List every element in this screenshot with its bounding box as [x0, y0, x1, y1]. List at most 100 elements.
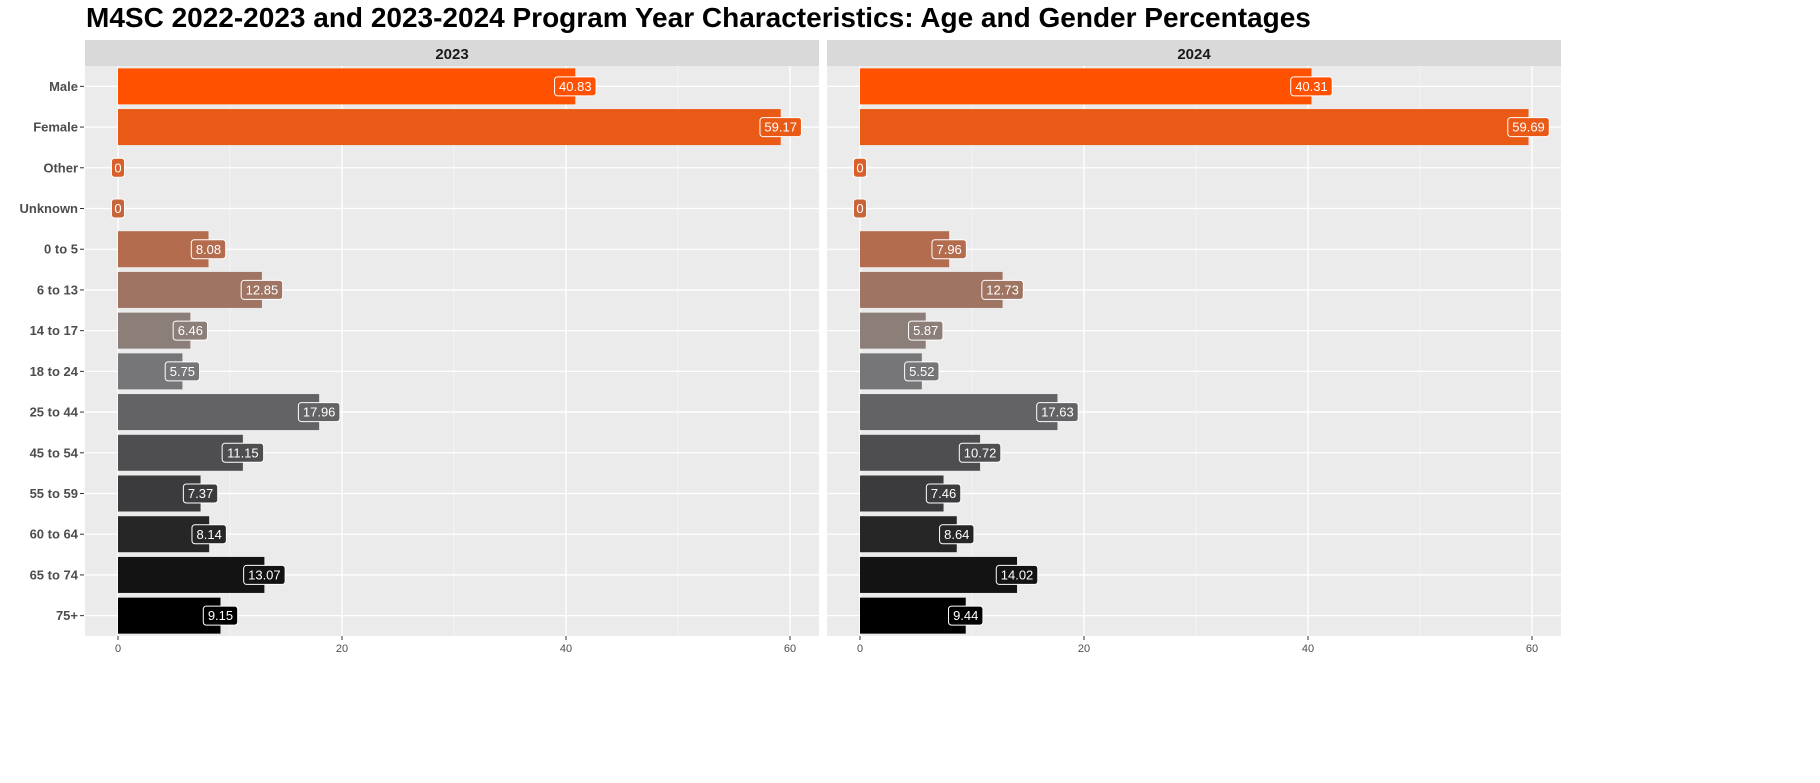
- bar: [118, 556, 265, 593]
- data-label-box: [995, 564, 1039, 585]
- y-tick-label: 75+: [56, 608, 78, 623]
- bar: [860, 394, 1058, 431]
- data-label: 5.75: [164, 361, 201, 382]
- bar: [860, 556, 1018, 593]
- data-label-text: 13.07: [248, 568, 281, 583]
- y-tick-label: 60 to 64: [30, 527, 79, 542]
- data-label-text: 5.75: [170, 364, 195, 379]
- data-label-box: [172, 320, 209, 341]
- data-label-box: [852, 198, 868, 219]
- data-label-box: [1507, 117, 1550, 138]
- bar: [860, 271, 1003, 308]
- y-tick-label: 45 to 54: [30, 445, 79, 460]
- chart-title: M4SC 2022-2023 and 2023-2024 Program Yea…: [86, 2, 1311, 33]
- data-label: 17.63: [1036, 402, 1079, 423]
- data-label-box: [925, 483, 962, 504]
- data-label: 40.83: [554, 76, 597, 97]
- data-label: 9.44: [948, 605, 984, 626]
- data-label: 10.72: [958, 442, 1002, 463]
- data-label-text: 0: [856, 160, 863, 175]
- data-label: 0: [110, 198, 126, 219]
- data-label-box: [852, 157, 868, 178]
- data-label-box: [958, 442, 1002, 463]
- data-label-box: [939, 524, 975, 545]
- data-label-text: 6.46: [178, 323, 203, 338]
- data-label-box: [243, 564, 286, 585]
- x-tick-label: 0: [115, 643, 121, 655]
- data-label-text: 8.64: [944, 527, 969, 542]
- bar: [118, 109, 781, 146]
- data-label: 0: [852, 198, 868, 219]
- data-label-text: 12.85: [246, 283, 279, 298]
- x-tick-label: 60: [784, 643, 796, 655]
- data-label-box: [164, 361, 201, 382]
- data-label: 5.87: [908, 320, 944, 341]
- data-label-text: 8.14: [197, 527, 222, 542]
- data-label: 12.73: [981, 279, 1024, 300]
- bar: [118, 68, 576, 105]
- data-label: 13.07: [243, 564, 286, 585]
- facet-panel-2023: 2023 40.83 59.17 0 0 8.08 12.85 6.46 5.75 17.96 11…: [85, 40, 819, 655]
- x-tick-label: 20: [1078, 643, 1090, 655]
- data-label: 7.46: [925, 483, 962, 504]
- y-tick-label: Male: [49, 79, 78, 94]
- facet-strip-label: 2023: [435, 46, 468, 63]
- facet-strip-label: 2024: [1177, 46, 1211, 63]
- data-label-text: 40.31: [1295, 79, 1328, 94]
- data-label-text: 7.96: [936, 242, 961, 257]
- data-label-box: [240, 279, 284, 300]
- data-label: 8.08: [190, 239, 227, 260]
- data-label: 0: [110, 157, 126, 178]
- data-label-box: [1290, 76, 1333, 97]
- data-label: 7.96: [931, 239, 967, 260]
- data-label: 8.14: [191, 524, 227, 545]
- bar: [118, 271, 262, 308]
- x-tick-label: 0: [857, 643, 863, 655]
- data-label-box: [182, 483, 219, 504]
- y-tick-label: 18 to 24: [30, 364, 79, 379]
- data-label-box: [948, 605, 984, 626]
- y-tick-label: Unknown: [20, 201, 79, 216]
- data-label-text: 14.02: [1001, 568, 1034, 583]
- data-label-box: [554, 76, 597, 97]
- data-label-text: 5.52: [909, 364, 934, 379]
- bar: [118, 394, 320, 431]
- data-label: 6.46: [172, 320, 209, 341]
- data-label: 11.15: [221, 442, 265, 463]
- data-label-text: 5.87: [913, 323, 938, 338]
- data-label: 0: [852, 157, 868, 178]
- bar: [860, 109, 1529, 146]
- x-tick-label: 40: [1302, 643, 1314, 655]
- bar: [860, 68, 1312, 105]
- data-label-box: [981, 279, 1024, 300]
- data-label: 7.37: [182, 483, 219, 504]
- data-label-text: 17.96: [303, 405, 336, 420]
- data-label-text: 9.15: [208, 608, 233, 623]
- y-tick-label: Female: [33, 120, 78, 135]
- y-tick-label: 6 to 13: [37, 282, 78, 297]
- y-tick-label: 0 to 5: [44, 242, 78, 257]
- data-label-text: 8.08: [196, 242, 221, 257]
- x-tick-label: 60: [1526, 643, 1538, 655]
- data-label-box: [1036, 402, 1079, 423]
- data-label-box: [904, 361, 940, 382]
- data-label: 59.69: [1507, 117, 1550, 138]
- data-label-text: 59.17: [764, 120, 797, 135]
- x-tick-label: 20: [336, 643, 348, 655]
- facet-panel-2024: 2024 40.31 59.69 0 0 7.96 12.73 5.87 5.52 17.63 10…: [827, 40, 1561, 655]
- data-label-box: [190, 239, 227, 260]
- data-label-box: [759, 117, 802, 138]
- data-label-box: [221, 442, 265, 463]
- data-label-text: 59.69: [1512, 120, 1545, 135]
- data-label-box: [202, 605, 239, 626]
- data-label-text: 12.73: [986, 283, 1019, 298]
- y-tick-label: 65 to 74: [30, 567, 79, 582]
- data-label: 8.64: [939, 524, 975, 545]
- facet-strip: [827, 40, 1561, 66]
- x-tick-label: 40: [560, 643, 572, 655]
- data-label-text: 17.63: [1041, 405, 1074, 420]
- data-label-text: 10.72: [964, 445, 997, 460]
- y-tick-label: Other: [43, 160, 78, 175]
- y-tick-label: 55 to 59: [30, 486, 78, 501]
